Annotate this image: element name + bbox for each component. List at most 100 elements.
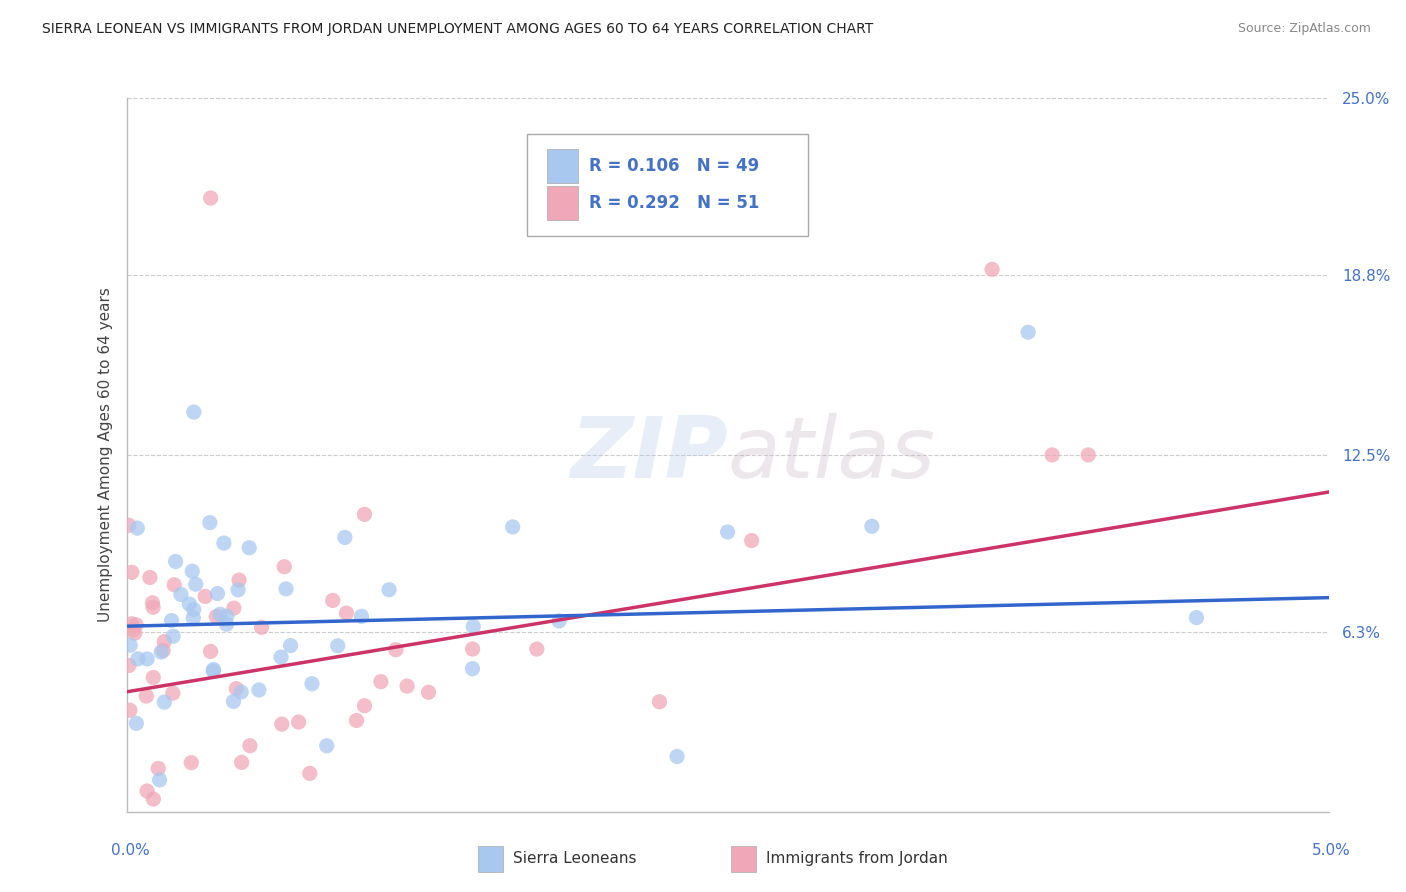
Point <box>385 642 408 657</box>
Point <box>209 607 232 622</box>
Point <box>179 597 201 611</box>
Point <box>741 533 763 548</box>
Point <box>273 559 295 574</box>
Point <box>238 541 260 555</box>
Point <box>270 650 292 665</box>
Point <box>270 717 292 731</box>
Y-axis label: Unemployment Among Ages 60 to 64 years: Unemployment Among Ages 60 to 64 years <box>97 287 112 623</box>
Point <box>202 664 225 678</box>
Point <box>322 593 344 607</box>
Point <box>287 714 309 729</box>
Point <box>183 405 205 419</box>
Point <box>198 516 221 530</box>
Point <box>170 587 193 601</box>
Point <box>396 679 419 693</box>
Point <box>666 749 689 764</box>
Point <box>860 519 883 533</box>
Point <box>215 617 238 632</box>
Point <box>125 716 148 731</box>
Point <box>118 658 141 673</box>
Point <box>141 596 163 610</box>
Point <box>149 772 172 787</box>
Text: 5.0%: 5.0% <box>1312 843 1351 857</box>
Point <box>301 677 323 691</box>
Point <box>981 262 1004 277</box>
Text: atlas: atlas <box>728 413 935 497</box>
Point <box>200 644 222 658</box>
Text: R = 0.106   N = 49: R = 0.106 N = 49 <box>589 157 759 175</box>
Text: R = 0.292   N = 51: R = 0.292 N = 51 <box>589 194 759 212</box>
Point <box>250 620 273 634</box>
Text: Source: ZipAtlas.com: Source: ZipAtlas.com <box>1237 22 1371 36</box>
Point <box>333 531 356 545</box>
Point <box>121 616 143 631</box>
Point <box>370 674 392 689</box>
Point <box>121 566 143 580</box>
Point <box>346 714 368 728</box>
Point <box>1040 448 1063 462</box>
Point <box>247 683 270 698</box>
Point <box>502 520 524 534</box>
Point <box>118 703 141 717</box>
Point <box>125 617 148 632</box>
Point <box>136 652 159 666</box>
Point <box>463 619 485 633</box>
Point <box>162 629 184 643</box>
Point <box>648 695 671 709</box>
Point <box>181 564 204 578</box>
Point <box>165 555 187 569</box>
Text: ZIP: ZIP <box>569 413 728 497</box>
Point <box>461 642 484 657</box>
Point <box>207 586 229 600</box>
Point <box>353 508 375 522</box>
Point <box>118 518 141 533</box>
Point <box>194 590 217 604</box>
Point <box>226 582 249 597</box>
Point <box>135 689 157 703</box>
Point <box>148 762 170 776</box>
Point <box>153 634 176 648</box>
Point <box>181 611 204 625</box>
Point <box>222 694 245 708</box>
Point <box>124 626 146 640</box>
Text: Sierra Leoneans: Sierra Leoneans <box>513 852 637 866</box>
Point <box>231 756 253 770</box>
Point <box>353 698 375 713</box>
Point <box>153 695 176 709</box>
Point <box>378 582 401 597</box>
Point <box>315 739 337 753</box>
Point <box>163 578 186 592</box>
Point <box>205 609 228 624</box>
Point <box>298 766 321 780</box>
Point <box>127 521 149 535</box>
Point <box>122 623 145 637</box>
Point <box>215 609 238 624</box>
Point <box>326 639 349 653</box>
Point <box>548 614 571 628</box>
Point <box>1017 325 1039 339</box>
Point <box>139 570 162 584</box>
Point <box>184 577 207 591</box>
Point <box>222 601 245 615</box>
Point <box>180 756 202 770</box>
Point <box>142 600 165 615</box>
Point <box>418 685 440 699</box>
Point <box>1185 610 1208 624</box>
Point <box>142 671 165 685</box>
Point <box>335 606 357 620</box>
Point <box>150 645 173 659</box>
Point <box>162 686 184 700</box>
Text: 0.0%: 0.0% <box>111 843 150 857</box>
Point <box>716 524 740 539</box>
Point <box>160 614 183 628</box>
Point <box>212 536 235 550</box>
Point <box>1077 448 1099 462</box>
Point <box>350 609 373 624</box>
Point <box>120 638 142 652</box>
Point <box>461 662 484 676</box>
Point <box>142 792 165 806</box>
Point <box>228 573 250 587</box>
Point <box>280 639 302 653</box>
Point <box>152 643 174 657</box>
Point <box>239 739 262 753</box>
